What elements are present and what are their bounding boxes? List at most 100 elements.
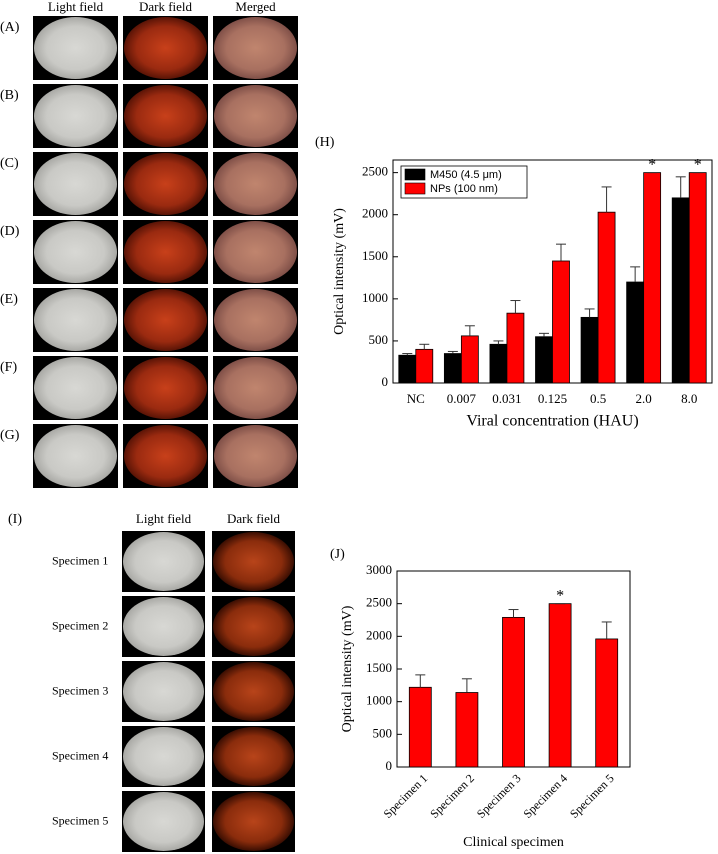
bar bbox=[398, 354, 417, 384]
legend-swatch bbox=[404, 168, 426, 181]
micrograph bbox=[214, 17, 297, 79]
panel-label: (G) bbox=[0, 428, 20, 443]
micrograph bbox=[214, 85, 297, 147]
panel-label: (D) bbox=[0, 224, 20, 239]
y-tick-label: 2000 bbox=[362, 206, 388, 221]
micrograph bbox=[213, 792, 294, 851]
bar bbox=[671, 197, 690, 384]
micrograph bbox=[213, 662, 294, 721]
bar bbox=[580, 316, 599, 384]
bar bbox=[443, 353, 462, 384]
y-tick-label: 0 bbox=[386, 758, 393, 773]
panel-label: (J) bbox=[330, 547, 345, 562]
micrograph bbox=[124, 85, 207, 147]
panel-label: (E) bbox=[0, 292, 18, 307]
micrograph bbox=[124, 289, 207, 351]
micrograph bbox=[123, 727, 204, 786]
bar bbox=[548, 603, 572, 768]
y-tick-label: 1000 bbox=[366, 693, 392, 708]
legend-label: NPs (100 nm) bbox=[430, 183, 498, 195]
bar bbox=[502, 616, 525, 768]
row-label: Specimen 5 bbox=[52, 813, 108, 827]
y-tick-label: 2500 bbox=[362, 164, 388, 179]
y-axis-label: Optical intensity (mV) bbox=[332, 208, 347, 335]
x-tick-label: 2.0 bbox=[636, 391, 652, 406]
y-tick-label: 500 bbox=[373, 725, 393, 740]
x-tick-label: Specimen 4 bbox=[520, 771, 570, 821]
micrograph bbox=[124, 425, 207, 487]
y-tick-label: 1000 bbox=[362, 290, 388, 305]
legend-swatch bbox=[404, 182, 426, 195]
x-tick-label: Specimen 5 bbox=[567, 771, 617, 821]
bar bbox=[460, 335, 479, 384]
bar bbox=[595, 638, 619, 768]
micrograph bbox=[124, 357, 207, 419]
micrograph bbox=[34, 425, 117, 487]
bar bbox=[597, 211, 616, 384]
x-tick-label: 8.0 bbox=[681, 391, 697, 406]
micrograph bbox=[124, 221, 207, 283]
row-label: Specimen 1 bbox=[52, 553, 108, 567]
micrograph bbox=[214, 425, 297, 487]
micrograph bbox=[214, 153, 297, 215]
panel-label: (H) bbox=[315, 135, 335, 150]
micrograph bbox=[34, 153, 117, 215]
row-label: Specimen 3 bbox=[52, 683, 108, 697]
bar bbox=[688, 172, 707, 384]
significance-marker: * bbox=[648, 156, 656, 173]
panel-label: (B) bbox=[0, 88, 19, 103]
panel-label: (F) bbox=[0, 360, 17, 375]
bar bbox=[506, 312, 525, 384]
x-tick-label: Specimen 3 bbox=[474, 771, 524, 821]
micrograph bbox=[213, 727, 294, 786]
x-tick-label: Specimen 1 bbox=[381, 771, 431, 821]
legend-label: M450 (4.5 μm) bbox=[430, 169, 502, 181]
bar bbox=[408, 686, 432, 768]
y-axis-label: Optical intensity (mV) bbox=[340, 605, 355, 732]
micrograph bbox=[214, 221, 297, 283]
bar bbox=[455, 692, 479, 768]
y-tick-label: 3000 bbox=[366, 562, 392, 577]
micrograph bbox=[34, 289, 117, 351]
y-tick-label: 500 bbox=[369, 332, 389, 347]
micrograph bbox=[214, 357, 297, 419]
micrograph bbox=[34, 357, 117, 419]
y-tick-label: 0 bbox=[382, 374, 389, 389]
x-tick-label: 0.007 bbox=[447, 391, 477, 406]
x-tick-label: 0.125 bbox=[538, 391, 567, 406]
y-tick-label: 2000 bbox=[366, 627, 392, 642]
bar bbox=[626, 281, 645, 384]
micrograph bbox=[123, 597, 204, 656]
y-tick-label: 1500 bbox=[366, 660, 392, 675]
micrograph bbox=[124, 153, 207, 215]
x-tick-label: Specimen 2 bbox=[427, 771, 477, 821]
column-header: Dark field bbox=[227, 511, 281, 526]
bar bbox=[643, 172, 662, 384]
bar bbox=[552, 260, 570, 384]
micrograph bbox=[214, 289, 297, 351]
micrograph bbox=[34, 221, 117, 283]
panel-label: (C) bbox=[0, 156, 19, 171]
x-tick-label: 0.031 bbox=[492, 391, 521, 406]
significance-marker: * bbox=[694, 156, 702, 173]
x-tick-label: 0.5 bbox=[590, 391, 606, 406]
x-axis-label: Clinical specimen bbox=[463, 835, 564, 850]
micrograph bbox=[123, 532, 204, 591]
micrograph bbox=[213, 532, 294, 591]
x-tick-label: NC bbox=[407, 391, 425, 406]
y-tick-label: 1500 bbox=[362, 248, 388, 263]
x-axis-label: Viral concentration (HAU) bbox=[466, 413, 638, 430]
significance-marker: * bbox=[556, 587, 564, 604]
bar bbox=[415, 348, 434, 384]
panel-label: (A) bbox=[0, 20, 20, 35]
panel-label: (I) bbox=[8, 512, 22, 527]
micrograph bbox=[123, 792, 204, 851]
column-header: Merged bbox=[235, 0, 276, 14]
column-header: Light field bbox=[48, 0, 104, 14]
bar bbox=[489, 343, 508, 384]
micrograph bbox=[34, 85, 117, 147]
bar bbox=[535, 336, 553, 384]
row-label: Specimen 4 bbox=[52, 748, 108, 762]
row-label: Specimen 2 bbox=[52, 618, 108, 632]
